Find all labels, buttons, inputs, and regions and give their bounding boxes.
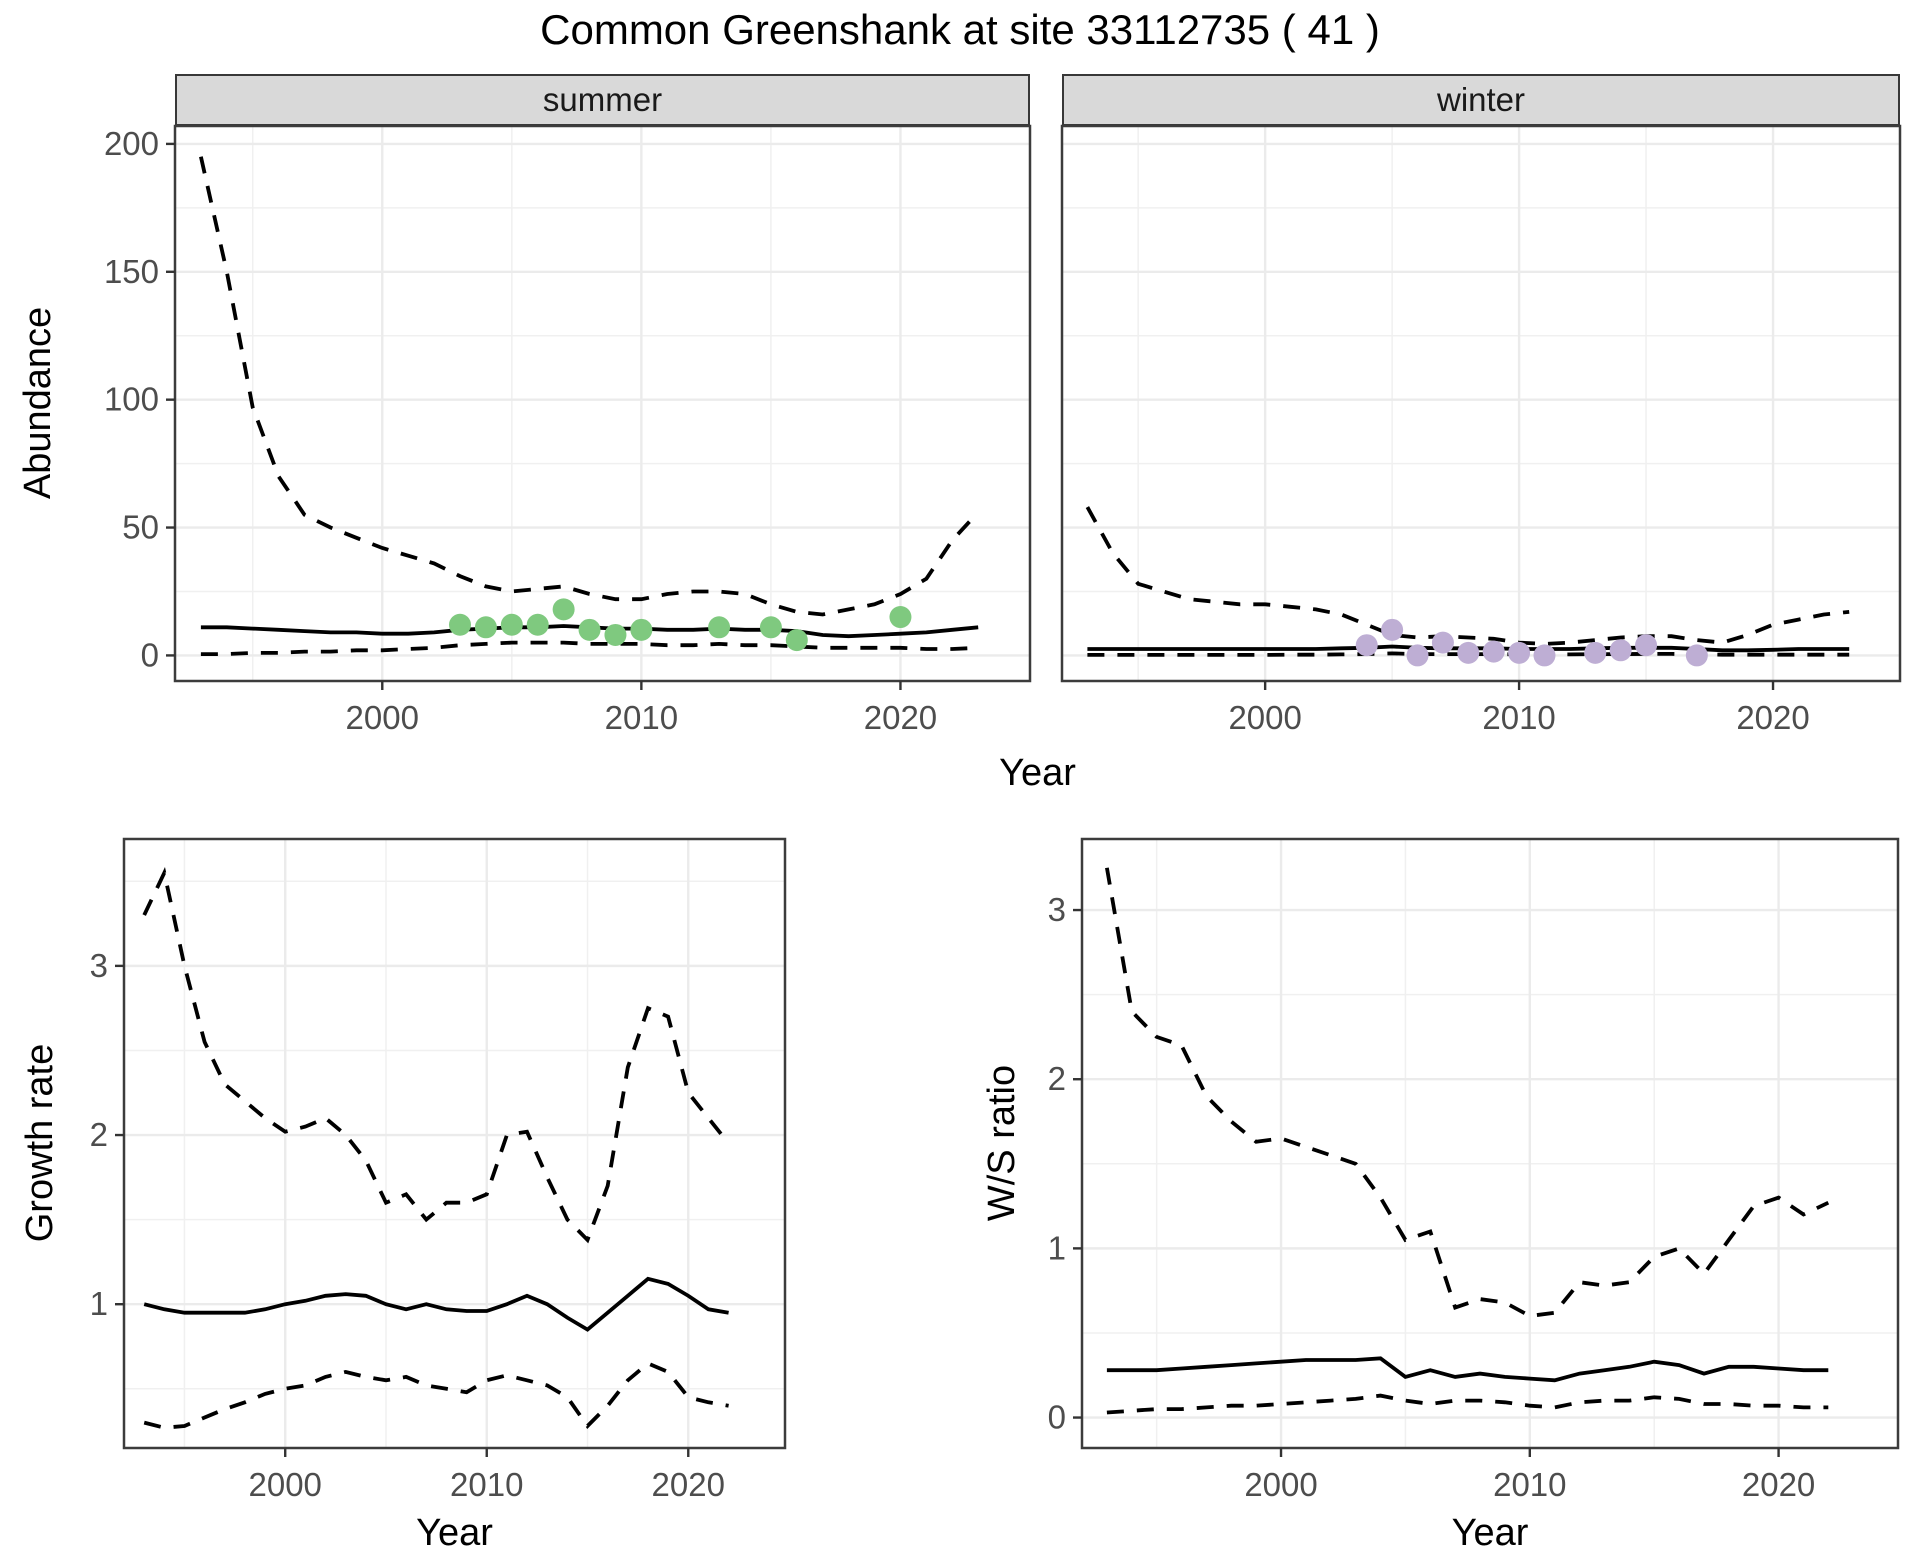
data-point (1482, 640, 1505, 663)
x-tick-label: 2000 (346, 699, 419, 736)
data-point (474, 616, 497, 639)
upper-95ci-line (1105, 867, 1830, 1318)
series-layer (1085, 506, 1850, 667)
axis-ticks: 2000 2010 2020 0 50 100 150 200 (104, 125, 937, 736)
growth-rate-axis-title: Growth rate (19, 1043, 61, 1243)
panel-background (1062, 126, 1900, 681)
data-point (1355, 634, 1378, 657)
data-point (759, 616, 782, 639)
data-point (1685, 644, 1708, 667)
y-tick-label: 0 (1048, 1399, 1066, 1436)
data-point (785, 629, 808, 652)
facet-strip-summer: summer (175, 74, 1030, 126)
observed-counts-points (1355, 618, 1708, 667)
x-tick-label: 2000 (1244, 1466, 1317, 1503)
data-point (708, 616, 731, 639)
x-tick-label: 2000 (1228, 699, 1301, 736)
panel-background (175, 126, 1030, 681)
x-tick-label: 2020 (864, 699, 937, 736)
data-point (578, 618, 601, 641)
data-point (552, 598, 575, 621)
facet-strip-winter-label: winter (1436, 81, 1526, 118)
lower-95ci-line (200, 640, 979, 656)
data-point (1406, 644, 1429, 667)
y-tick-label: 2 (1048, 1060, 1066, 1097)
median-fit-line (1106, 1356, 1829, 1383)
top-year-axis-title: Year (999, 752, 1076, 794)
series-layer (1105, 867, 1830, 1415)
x-tick-label: 2010 (450, 1466, 523, 1503)
gridlines (1082, 839, 1898, 1448)
lower-95ci-line (1087, 651, 1850, 657)
ws-ratio-chart: 2000 2010 2020 0 1 2 3 (1048, 837, 1900, 1503)
x-tick-label: 2010 (605, 699, 678, 736)
lower-95ci-line (1106, 1393, 1829, 1415)
data-point (889, 606, 912, 629)
y-tick-label: 3 (1048, 891, 1066, 928)
data-point (526, 613, 549, 636)
axis-ticks: 2000 2010 2020 0 1 2 3 (1048, 891, 1816, 1503)
panel-border (1080, 837, 1900, 1450)
axis-ticks: 2000 2010 2020 (1228, 681, 1810, 736)
data-point (630, 618, 653, 641)
panel-border (122, 837, 787, 1450)
data-point (1457, 641, 1480, 664)
abundance-axis-title: Abundance (17, 306, 59, 500)
median-fit-line (143, 1276, 729, 1332)
ws-ratio-axis-title: W/S ratio (981, 1064, 1023, 1222)
facet-strip-summer-label: summer (542, 81, 663, 118)
data-point (1635, 634, 1658, 657)
data-point (1584, 641, 1607, 664)
panel-background (1082, 839, 1898, 1448)
growth-year-axis-title: Year (416, 1512, 493, 1554)
x-tick-label: 2000 (249, 1466, 322, 1503)
data-point (1381, 618, 1404, 641)
x-tick-label: 2010 (1493, 1466, 1566, 1503)
data-point (1431, 631, 1454, 654)
y-tick-label: 1 (1048, 1229, 1066, 1266)
abundance-winter-chart: 2000 2010 2020 (1060, 124, 1902, 736)
gridlines (175, 126, 1030, 681)
abundance-summer-chart: 2000 2010 2020 0 50 100 150 200 (104, 124, 1032, 736)
data-point (449, 613, 471, 636)
data-point (500, 613, 523, 636)
data-point (1508, 641, 1531, 664)
data-point (1609, 639, 1632, 662)
y-tick-label: 1 (90, 1285, 108, 1322)
series-layer (199, 156, 980, 656)
y-tick-label: 100 (104, 381, 159, 418)
y-tick-label: 0 (141, 636, 159, 673)
data-point (1533, 644, 1556, 667)
y-tick-label: 150 (104, 253, 159, 290)
lower-95ci-line (143, 1361, 729, 1430)
x-tick-label: 2020 (1736, 699, 1809, 736)
panel-background (124, 839, 785, 1448)
data-point (604, 623, 627, 646)
upper-95ci-line (1085, 506, 1850, 646)
series-layer (142, 866, 731, 1430)
growth-rate-chart: 2000 2010 2020 1 2 3 (90, 837, 787, 1503)
facet-strip-winter: winter (1062, 74, 1900, 126)
x-tick-label: 2020 (1742, 1466, 1815, 1503)
gridlines (124, 839, 785, 1448)
panel-border (173, 124, 1032, 683)
axis-ticks: 2000 2010 2020 1 2 3 (90, 947, 725, 1503)
page-title: Common Greenshank at site 33112735 ( 41 … (540, 6, 1380, 53)
y-tick-label: 3 (90, 947, 108, 984)
ws-year-axis-title: Year (1451, 1512, 1529, 1554)
observed-counts-points (449, 598, 912, 652)
x-tick-label: 2010 (1482, 699, 1555, 736)
y-tick-label: 2 (90, 1116, 108, 1153)
x-tick-label: 2020 (652, 1466, 725, 1503)
y-tick-label: 200 (104, 125, 159, 162)
upper-95ci-line (199, 156, 980, 617)
panel-border (1060, 124, 1902, 683)
y-tick-label: 50 (122, 509, 159, 546)
